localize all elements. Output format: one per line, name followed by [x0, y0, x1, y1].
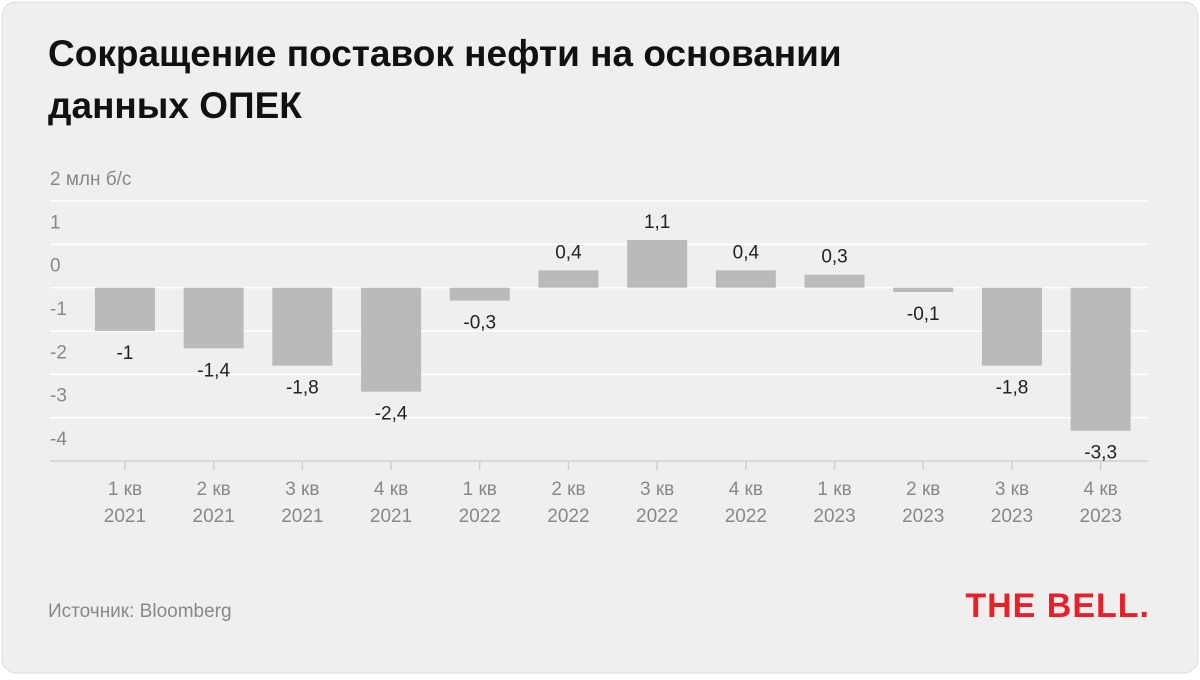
y-tick-label: -3	[50, 386, 67, 407]
y-tick-label: -4	[50, 429, 67, 450]
source: Источник: Bloomberg	[48, 601, 232, 622]
value-label: -3,3	[1084, 443, 1117, 464]
x-tick-label: 1 кв 2023	[813, 479, 855, 527]
value-label: 0,4	[733, 242, 760, 263]
y-tick-label: -2	[50, 342, 67, 363]
bar	[804, 274, 865, 288]
bar	[449, 287, 510, 301]
y-tick-label: -1	[50, 299, 67, 320]
x-tick-label: 4 кв 2021	[370, 479, 412, 527]
value-label: -0,1	[907, 304, 940, 325]
value-label: 1,1	[644, 212, 670, 233]
value-label: -1,8	[286, 378, 319, 399]
x-tick-label: 2 кв 2022	[547, 479, 589, 527]
bar	[94, 287, 155, 331]
y-tick-label: 2 млн б/с	[50, 169, 131, 190]
x-tick-label: 3 кв 2021	[281, 479, 323, 527]
x-tick-label: 1 кв 2022	[459, 479, 501, 527]
bar	[272, 287, 333, 366]
value-label: -1,8	[996, 378, 1029, 399]
value-label: -1	[116, 343, 133, 364]
x-tick-label: 2 кв 2023	[902, 479, 944, 527]
bar	[893, 287, 954, 292]
logo: THE BELL.	[965, 587, 1150, 625]
bar	[361, 287, 422, 392]
y-tick-label: 1	[50, 212, 61, 233]
y-tick-label: 0	[50, 256, 61, 277]
value-label: 0,3	[821, 247, 847, 268]
bar	[538, 270, 599, 288]
bar	[715, 270, 776, 288]
value-label: -1,4	[197, 360, 230, 381]
value-label: -2,4	[375, 404, 408, 425]
value-label: -0,3	[463, 313, 496, 334]
bar	[627, 240, 688, 288]
bar	[981, 287, 1042, 366]
x-tick-label: 3 кв 2022	[636, 479, 678, 527]
x-tick-label: 3 кв 2023	[991, 479, 1033, 527]
bar	[183, 287, 244, 349]
x-tick-label: 1 кв 2021	[104, 479, 146, 527]
chart-title: Сокращение поставок нефти на основании да…	[48, 33, 842, 126]
x-tick-label: 2 кв 2021	[193, 479, 235, 527]
bar	[1070, 287, 1131, 431]
value-label: 0,4	[555, 242, 582, 263]
x-tick-label: 4 кв 2023	[1080, 479, 1122, 527]
x-tick-label: 4 кв 2022	[725, 479, 767, 527]
